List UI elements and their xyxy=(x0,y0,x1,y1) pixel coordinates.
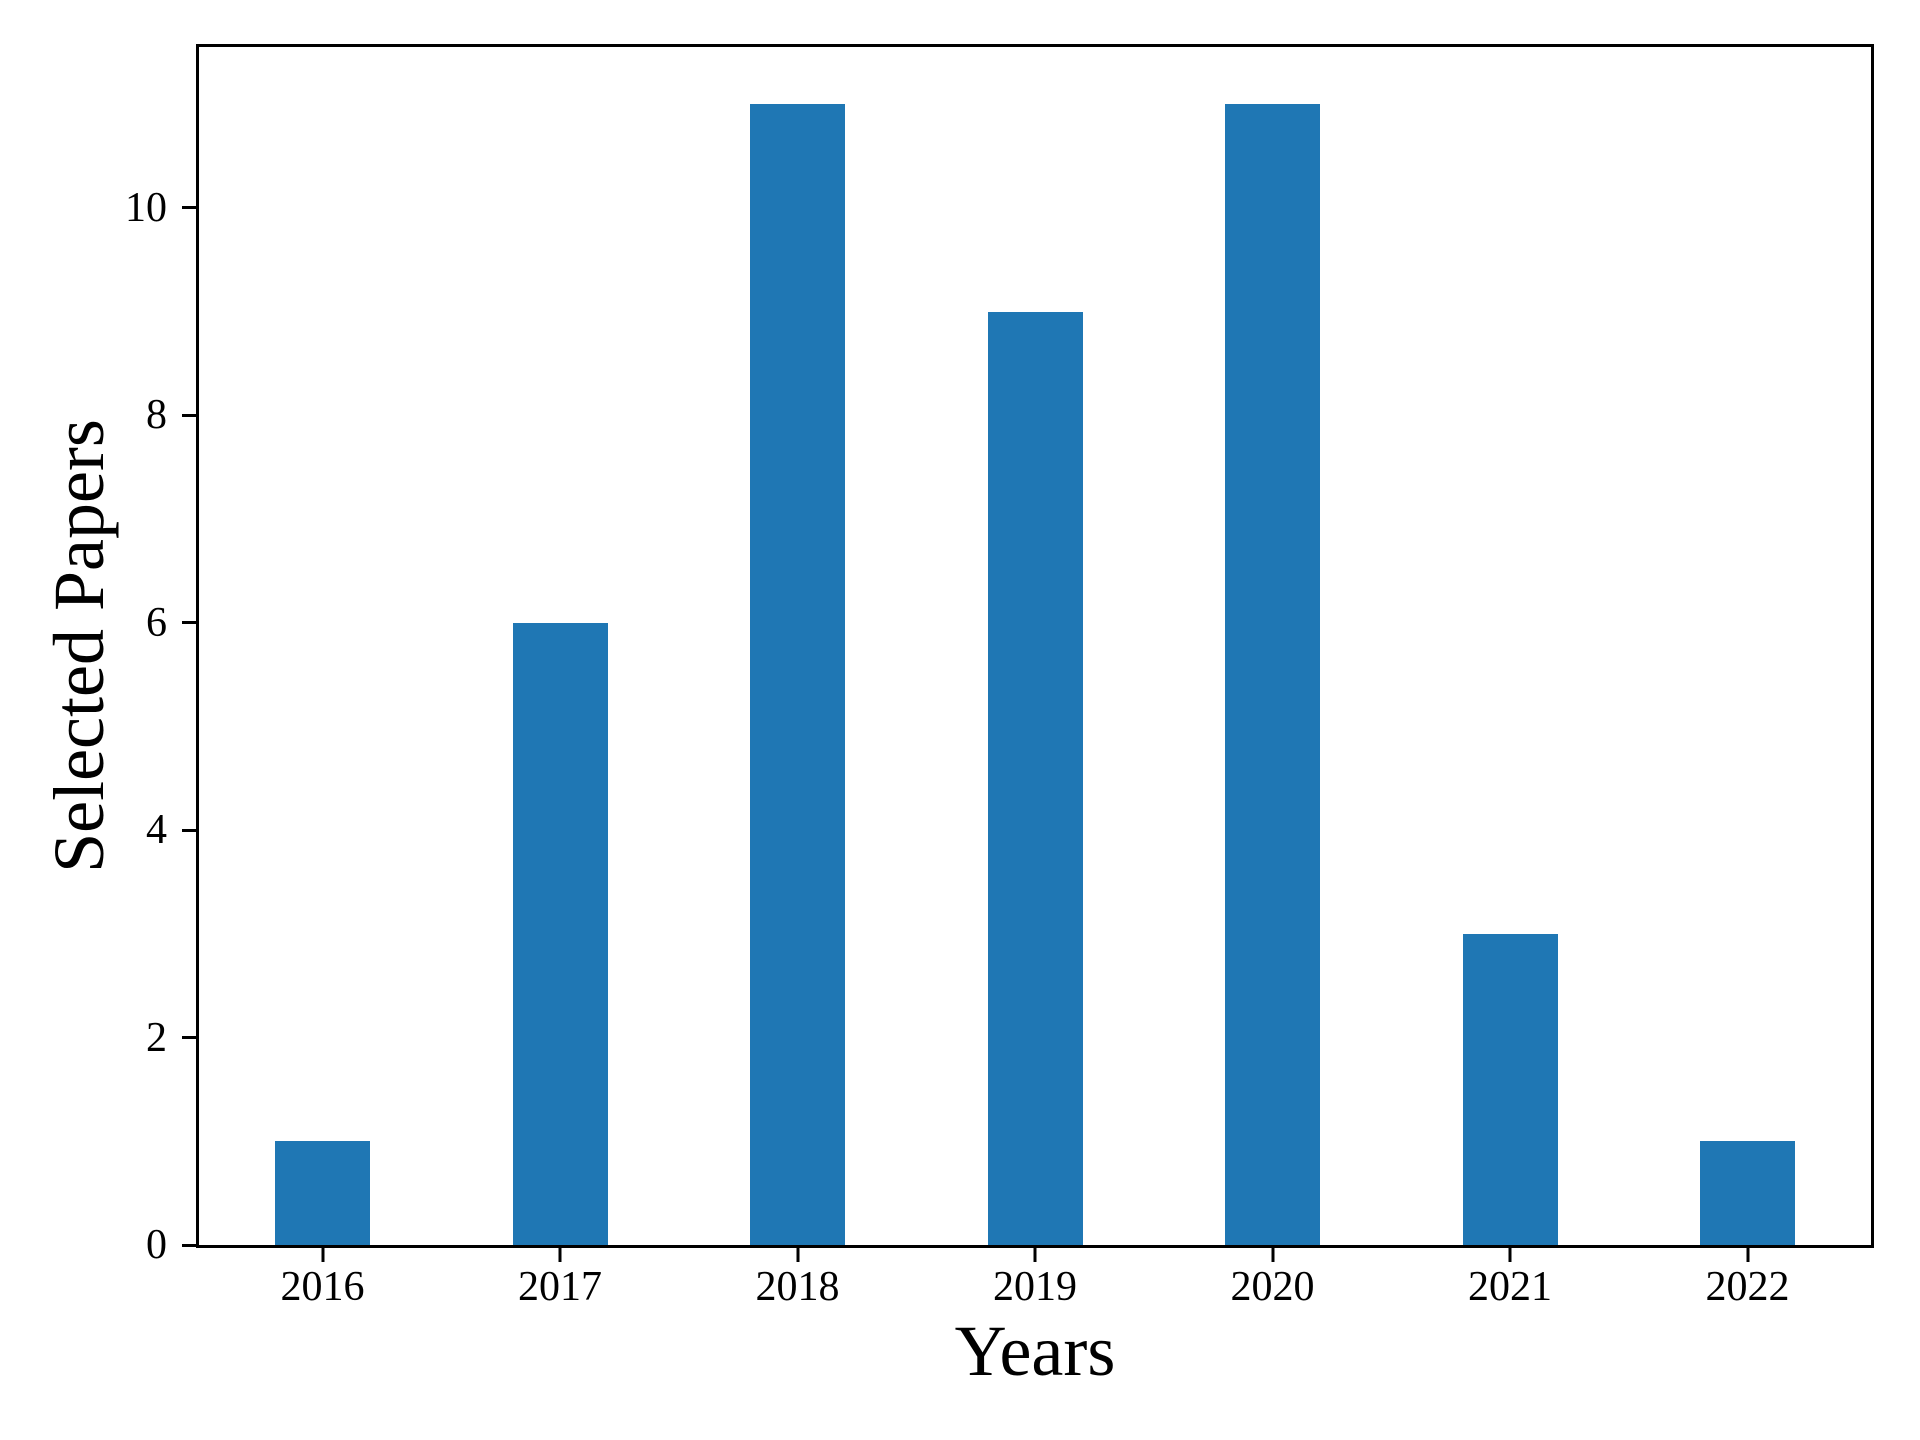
x-axis-label: Years xyxy=(954,1311,1116,1391)
x-tick-label: 2018 xyxy=(755,1264,840,1310)
x-tick-mark xyxy=(796,1248,799,1262)
bar-2021 xyxy=(1462,933,1558,1245)
x-tick-mark xyxy=(321,1248,324,1262)
bar-2017 xyxy=(512,622,608,1245)
y-tick-mark xyxy=(182,1036,196,1040)
y-tick-label: 2 xyxy=(146,1014,167,1061)
y-tick-label: 0 xyxy=(146,1222,167,1268)
y-tick-mark xyxy=(182,828,196,832)
x-tick-mark xyxy=(1271,1248,1274,1262)
x-tick-label: 2020 xyxy=(1230,1264,1315,1310)
bar-2020 xyxy=(1225,104,1320,1245)
x-tick-mark xyxy=(1508,1248,1512,1262)
x-tick-mark xyxy=(558,1248,562,1262)
x-tick-mark xyxy=(1033,1248,1037,1262)
y-tick-mark xyxy=(182,206,196,210)
y-axis-label: Selected Papers xyxy=(39,419,119,873)
y-tick-mark xyxy=(182,621,196,625)
x-tick-label: 2022 xyxy=(1705,1264,1790,1310)
bar-2018 xyxy=(749,104,845,1245)
bar-2022 xyxy=(1700,1141,1795,1245)
x-tick-label: 2019 xyxy=(993,1264,1077,1310)
y-tick-label: 8 xyxy=(146,392,167,439)
bar-2019 xyxy=(987,311,1083,1245)
y-tick-label: 4 xyxy=(146,807,167,854)
x-tick-mark xyxy=(1746,1248,1749,1262)
bar-2016 xyxy=(275,1141,370,1245)
y-tick-label: 10 xyxy=(125,184,167,231)
y-tick-mark xyxy=(182,1243,196,1247)
y-tick-label: 6 xyxy=(146,599,167,646)
plot-area: Selected Papers Years 2016 2017 2018 2019 20… xyxy=(39,44,1874,1387)
x-tick-label: 2021 xyxy=(1468,1264,1552,1310)
x-tick-label: 2017 xyxy=(518,1264,602,1310)
y-tick-mark xyxy=(182,413,196,417)
x-tick-label: 2016 xyxy=(280,1264,365,1310)
